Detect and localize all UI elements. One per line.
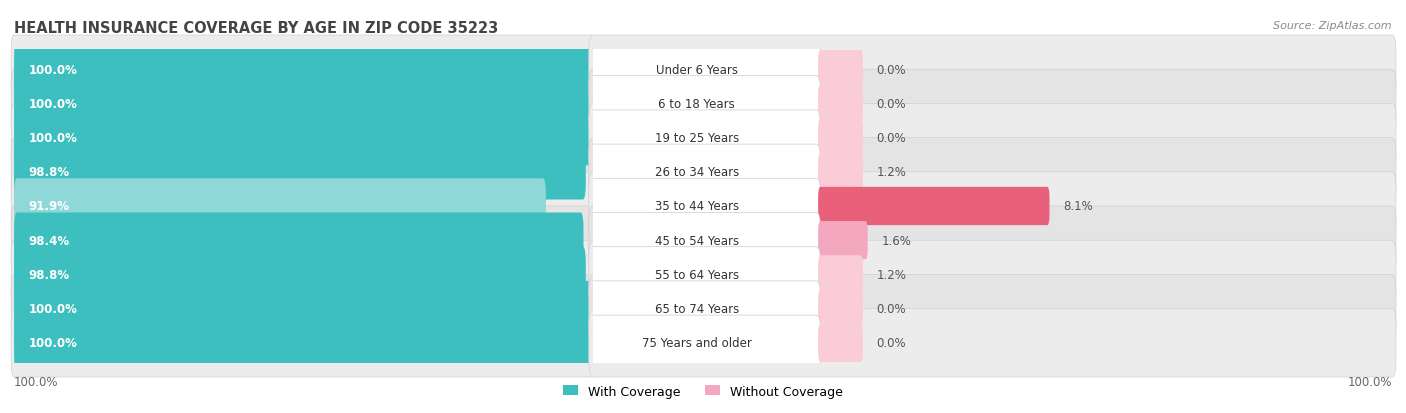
Text: 1.2%: 1.2% xyxy=(876,166,907,179)
FancyBboxPatch shape xyxy=(589,241,1396,309)
FancyBboxPatch shape xyxy=(11,36,596,104)
Legend: With Coverage, Without Coverage: With Coverage, Without Coverage xyxy=(558,380,848,403)
FancyBboxPatch shape xyxy=(581,111,821,166)
FancyBboxPatch shape xyxy=(11,241,596,309)
FancyBboxPatch shape xyxy=(14,179,546,234)
Text: 45 to 54 Years: 45 to 54 Years xyxy=(655,234,738,247)
Text: 35 to 44 Years: 35 to 44 Years xyxy=(655,200,738,213)
FancyBboxPatch shape xyxy=(581,316,821,370)
FancyBboxPatch shape xyxy=(11,206,596,275)
Text: 0.0%: 0.0% xyxy=(876,302,905,316)
Text: 98.4%: 98.4% xyxy=(28,234,70,247)
Text: 0.0%: 0.0% xyxy=(876,337,905,349)
FancyBboxPatch shape xyxy=(589,309,1396,377)
Text: 100.0%: 100.0% xyxy=(28,132,77,145)
Text: Under 6 Years: Under 6 Years xyxy=(655,64,738,76)
Text: 100.0%: 100.0% xyxy=(1347,375,1392,388)
FancyBboxPatch shape xyxy=(14,145,586,200)
FancyBboxPatch shape xyxy=(818,119,863,157)
FancyBboxPatch shape xyxy=(581,213,821,268)
Text: 55 to 64 Years: 55 to 64 Years xyxy=(655,268,738,281)
FancyBboxPatch shape xyxy=(589,206,1396,275)
FancyBboxPatch shape xyxy=(14,111,593,166)
FancyBboxPatch shape xyxy=(14,213,583,268)
FancyBboxPatch shape xyxy=(581,247,821,302)
FancyBboxPatch shape xyxy=(589,172,1396,241)
FancyBboxPatch shape xyxy=(14,76,593,132)
FancyBboxPatch shape xyxy=(581,179,821,234)
FancyBboxPatch shape xyxy=(11,275,596,343)
Text: 100.0%: 100.0% xyxy=(28,302,77,316)
Text: 0.0%: 0.0% xyxy=(876,97,905,111)
FancyBboxPatch shape xyxy=(11,138,596,206)
Text: 100.0%: 100.0% xyxy=(28,64,77,76)
Text: 100.0%: 100.0% xyxy=(28,97,77,111)
FancyBboxPatch shape xyxy=(818,324,863,362)
FancyBboxPatch shape xyxy=(11,309,596,377)
FancyBboxPatch shape xyxy=(589,138,1396,206)
Text: 0.0%: 0.0% xyxy=(876,132,905,145)
FancyBboxPatch shape xyxy=(589,70,1396,138)
FancyBboxPatch shape xyxy=(11,172,596,241)
FancyBboxPatch shape xyxy=(818,221,868,260)
FancyBboxPatch shape xyxy=(11,70,596,138)
FancyBboxPatch shape xyxy=(11,104,596,172)
FancyBboxPatch shape xyxy=(14,43,593,97)
Text: 1.6%: 1.6% xyxy=(882,234,911,247)
FancyBboxPatch shape xyxy=(581,76,821,132)
FancyBboxPatch shape xyxy=(818,188,1049,225)
FancyBboxPatch shape xyxy=(14,247,586,302)
Text: 0.0%: 0.0% xyxy=(876,64,905,76)
FancyBboxPatch shape xyxy=(818,85,863,123)
Text: 6 to 18 Years: 6 to 18 Years xyxy=(658,97,735,111)
FancyBboxPatch shape xyxy=(589,36,1396,104)
Text: 100.0%: 100.0% xyxy=(14,375,59,388)
FancyBboxPatch shape xyxy=(581,281,821,337)
FancyBboxPatch shape xyxy=(14,316,593,370)
Text: 19 to 25 Years: 19 to 25 Years xyxy=(655,132,738,145)
FancyBboxPatch shape xyxy=(14,281,593,337)
FancyBboxPatch shape xyxy=(818,153,863,192)
Text: 75 Years and older: 75 Years and older xyxy=(641,337,752,349)
Text: 8.1%: 8.1% xyxy=(1063,200,1092,213)
Text: HEALTH INSURANCE COVERAGE BY AGE IN ZIP CODE 35223: HEALTH INSURANCE COVERAGE BY AGE IN ZIP … xyxy=(14,21,498,36)
Text: Source: ZipAtlas.com: Source: ZipAtlas.com xyxy=(1274,21,1392,31)
FancyBboxPatch shape xyxy=(581,145,821,200)
FancyBboxPatch shape xyxy=(818,51,863,89)
FancyBboxPatch shape xyxy=(581,43,821,97)
Text: 91.9%: 91.9% xyxy=(28,200,69,213)
FancyBboxPatch shape xyxy=(589,275,1396,343)
FancyBboxPatch shape xyxy=(818,290,863,328)
Text: 26 to 34 Years: 26 to 34 Years xyxy=(655,166,738,179)
FancyBboxPatch shape xyxy=(818,256,863,294)
Text: 100.0%: 100.0% xyxy=(28,337,77,349)
Text: 98.8%: 98.8% xyxy=(28,268,70,281)
FancyBboxPatch shape xyxy=(589,104,1396,172)
Text: 98.8%: 98.8% xyxy=(28,166,70,179)
Text: 1.2%: 1.2% xyxy=(876,268,907,281)
Text: 65 to 74 Years: 65 to 74 Years xyxy=(655,302,738,316)
